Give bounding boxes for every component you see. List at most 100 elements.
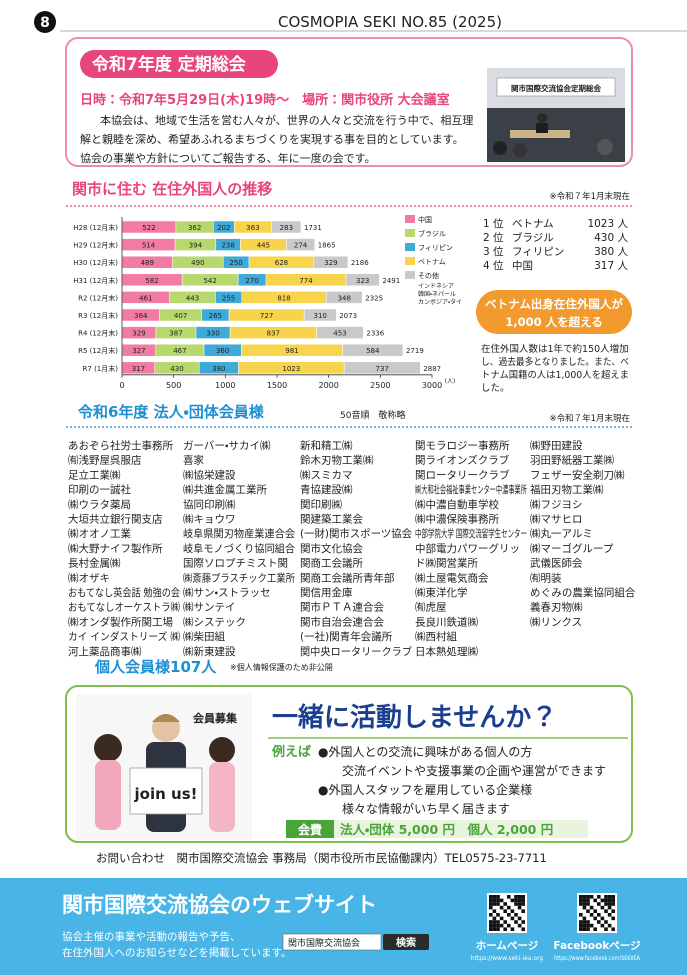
member-name: 印刷の一誠社: [68, 483, 131, 496]
qr-cell: [492, 902, 497, 906]
member-name: ㈱サンテイ: [183, 602, 236, 614]
qr-cell: [582, 898, 587, 903]
qr-cell: [510, 909, 515, 913]
legend-swatch: [405, 243, 415, 251]
bar-value: 270: [245, 277, 258, 285]
member-name: ㈲明装: [530, 571, 562, 584]
rank: 2 位: [483, 231, 504, 244]
category-label: H28 (12月末): [73, 223, 118, 232]
qr-cell: [579, 913, 583, 917]
bar-value: 330: [206, 330, 219, 338]
member-name: 関信用金庫: [300, 586, 353, 599]
individual-members: 個人会員様107人: [94, 658, 217, 676]
bar-value: 461: [139, 294, 152, 302]
bar-value: 348: [338, 294, 351, 302]
qr-cell: [521, 927, 525, 931]
bar-segment: [271, 220, 302, 234]
x-tick-label: 2000: [318, 381, 338, 390]
qr-cell: [521, 898, 525, 903]
qr-cell: [499, 898, 504, 903]
members-sort-note: 50音順 敬称略: [340, 409, 405, 421]
qr-cell: [604, 895, 608, 899]
members-note: ※令和７年1月末現在: [549, 413, 630, 424]
member-name: 鈴木刃物工業㈱: [300, 454, 374, 467]
recruit-line: 交流イベントや支援事業の企画や運営ができます: [342, 763, 606, 778]
qr-cell: [597, 920, 601, 924]
bar-value: 453: [333, 330, 346, 338]
footer-title: 関市国際交流協会のウェブサイト: [62, 893, 377, 917]
qr-codes: ホームページ https://www.seki-iea.org Facebookペー…: [471, 893, 641, 962]
member-name: 青協建設㈱: [300, 483, 353, 496]
bar-segment: [326, 291, 363, 304]
member-name: 関印刷㈱: [300, 498, 342, 511]
bar-total: 2491: [382, 277, 400, 285]
member-name: 関モラロジー事務所: [415, 439, 510, 452]
rank-count: 380 人: [594, 246, 628, 258]
bar-segment: [313, 255, 349, 269]
member-name: ㈱東洋化学: [415, 586, 468, 599]
rank-name: 中国: [512, 259, 533, 272]
qr-cell: [514, 902, 518, 906]
x-axis-label: (人): [445, 378, 456, 385]
recruit-line: ●外国人スタッフを雇用している企業様: [318, 783, 532, 797]
summary-line: トナム国籍の人は1,000人を超えま: [481, 369, 629, 381]
qr-cell: [489, 902, 493, 906]
qr-cell: [611, 909, 615, 913]
bar-value: 582: [145, 277, 158, 285]
rank-name: フィリピン: [512, 246, 564, 258]
meeting-body: 解と親睦を深め、希望あふれるまちづくりを実現する事を目的としています。: [80, 132, 464, 146]
qr-cell: [597, 913, 601, 917]
bar-value: 445: [257, 242, 270, 250]
member-name: おもてなしオーケストラ㈱: [68, 602, 180, 614]
member-name: めぐみの農業協同組合: [530, 586, 636, 599]
members-title: 令和6年度 法人・団体会員様: [78, 403, 265, 421]
qr-cell: [496, 920, 500, 924]
qr-cell: [582, 895, 587, 899]
qr-cell: [521, 920, 525, 924]
link-label[interactable]: ホームページ: [476, 940, 539, 952]
bar-value: 329: [324, 259, 337, 267]
bar-value: 202: [217, 224, 230, 232]
qr-cell: [489, 923, 493, 928]
member-name: 日本熱処理㈱: [415, 645, 478, 658]
link-url[interactable]: https://www.seki-iea.org: [471, 955, 544, 962]
qr-cell: [503, 920, 507, 924]
qr-cell: [597, 895, 601, 899]
bar-value: 255: [222, 294, 235, 302]
footer-band: [0, 878, 687, 975]
qr-cell: [611, 916, 615, 921]
bar-total: 1731: [304, 224, 322, 232]
qr-cell: [492, 927, 497, 931]
qr-cell: [499, 916, 504, 921]
member-name: フェザー安全剃刀㈱: [530, 468, 625, 481]
member-name: ㈱新東建設: [183, 645, 236, 658]
category-label: R2 (12月末): [78, 293, 118, 302]
link-label[interactable]: Facebookページ: [553, 940, 641, 952]
bar-value: 584: [366, 347, 380, 355]
search-button[interactable]: [383, 934, 429, 950]
member-name: おもてなし英会話 勉強の会: [68, 586, 180, 599]
meeting-body: 協会の事業や方針についてご報告する、年に一度の会です。: [80, 151, 376, 165]
bar-value: 387: [169, 330, 182, 338]
bar-segment: [345, 273, 380, 287]
bar-value: 981: [285, 347, 298, 355]
qr-cell: [510, 916, 515, 921]
bar-total: 2186: [351, 259, 369, 267]
qr-cell: [503, 909, 507, 913]
category-label: R4 (12月末): [78, 329, 118, 338]
qr-cell: [607, 905, 612, 910]
member-name: (一社)関青年会議所: [300, 630, 393, 643]
search-box[interactable]: [282, 933, 382, 951]
bar-value: 522: [142, 224, 155, 232]
qr-cell: [586, 898, 590, 903]
member-name: 武儀医師会: [530, 557, 583, 570]
qr-cell: [492, 898, 497, 903]
legend-note: 韓国・ネパール: [418, 290, 456, 298]
member-name: 羽田野紙器工業㈱: [530, 454, 614, 467]
individual-note: ※個人情報保護のため非公開: [230, 662, 333, 672]
link-url[interactable]: https://www.facebook.com/SEKIIEA: [554, 955, 641, 962]
member-name: ㈲虎屋: [415, 602, 447, 614]
member-name: ㈱リンクス: [530, 616, 582, 628]
member-name: ㈱共進金属工業所: [183, 483, 267, 496]
callout-pill: [476, 290, 632, 334]
